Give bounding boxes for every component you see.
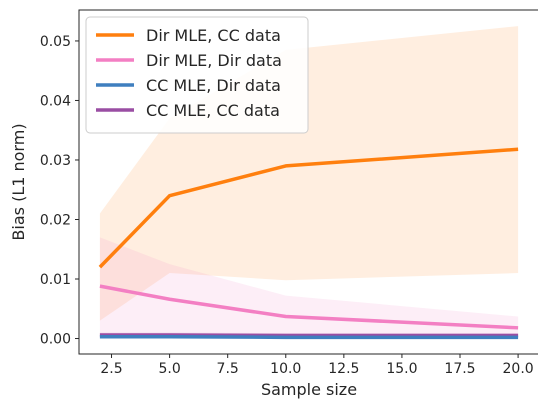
line-series-3 xyxy=(99,334,519,340)
x-tick-label: 5.0 xyxy=(158,361,180,377)
line-series-4 xyxy=(99,333,519,338)
x-tick-label: 12.5 xyxy=(328,361,359,377)
plot-frame xyxy=(78,9,538,355)
band-series-2 xyxy=(99,237,519,337)
y-tick-label: 0.00 xyxy=(40,332,71,348)
y-axis-label: Bias (L1 norm) xyxy=(9,123,28,240)
x-tick-label: 15.0 xyxy=(386,361,417,377)
y-tick-label: 0.04 xyxy=(40,93,71,109)
x-tick-label: 20.0 xyxy=(503,361,534,377)
line-series-1 xyxy=(98,147,519,269)
legend-label: Dir MLE, CC data xyxy=(146,26,281,45)
y-tick-label: 0.01 xyxy=(40,272,71,288)
x-tick-label: 10.0 xyxy=(270,361,301,377)
x-tick-label: 2.5 xyxy=(100,361,122,377)
legend: Dir MLE, CC data Dir MLE, Dir data CC MLE,… xyxy=(85,16,309,134)
x-tick-label: 7.5 xyxy=(217,361,239,377)
y-tick-label: 0.02 xyxy=(40,212,71,228)
legend-label: CC MLE, CC data xyxy=(146,101,280,120)
series-lines xyxy=(98,147,519,340)
y-axis-ticks: 0.00 0.01 0.02 0.03 0.04 0.05 xyxy=(40,34,79,348)
x-tick-label: 17.5 xyxy=(444,361,475,377)
x-axis-label: Sample size xyxy=(261,380,357,399)
legend-label: CC MLE, Dir data xyxy=(146,76,281,95)
legend-label: Dir MLE, Dir data xyxy=(146,51,282,70)
y-tick-label: 0.03 xyxy=(40,153,71,169)
x-axis-ticks: 2.5 5.0 7.5 10.0 12.5 15.0 17.5 20.0 xyxy=(100,354,534,377)
line-series-2 xyxy=(99,284,519,330)
legend-box xyxy=(85,16,309,134)
y-tick-label: 0.05 xyxy=(40,34,71,50)
